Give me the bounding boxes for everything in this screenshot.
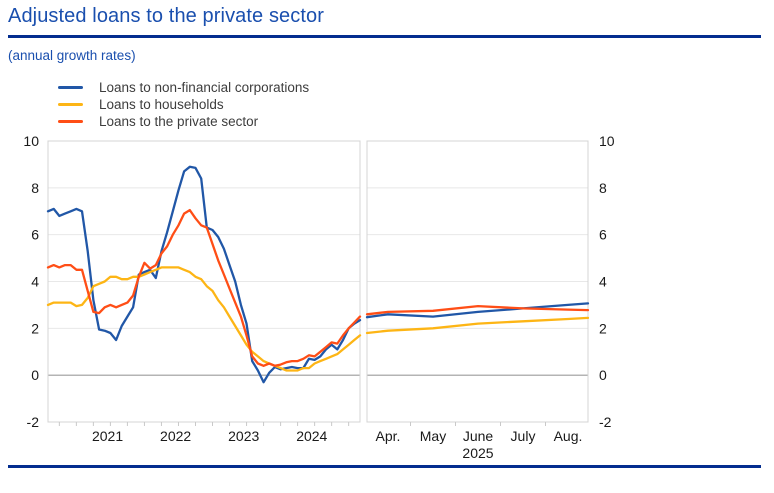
x-axis-year-label: 2024 bbox=[296, 428, 327, 444]
legend-item-households: Loans to households bbox=[58, 96, 309, 113]
y-axis-label-right: 6 bbox=[599, 227, 607, 243]
x-axis-month-label: Apr. bbox=[376, 428, 401, 444]
page-title: Adjusted loans to the private sector bbox=[8, 5, 325, 27]
legend-item-private-sector: Loans to the private sector bbox=[58, 113, 309, 130]
y-axis-label-left: 8 bbox=[31, 180, 39, 196]
y-axis-label-right: 4 bbox=[599, 274, 607, 290]
series-line-households-history bbox=[46, 266, 362, 372]
right-panel-border bbox=[366, 140, 589, 423]
series-line-nfc-history bbox=[46, 165, 362, 384]
y-axis-label-right: 10 bbox=[599, 133, 615, 149]
series-line-households-recent bbox=[365, 316, 590, 335]
legend-label-private-sector: Loans to the private sector bbox=[99, 114, 259, 129]
x-axis-month-label: May bbox=[420, 428, 446, 444]
series-line-private_sector-recent bbox=[365, 304, 590, 316]
y-axis-label-left: 2 bbox=[31, 320, 39, 336]
y-axis-label-left: 0 bbox=[31, 367, 39, 383]
x-axis-year-label: 2022 bbox=[160, 428, 191, 444]
legend-line-swatch-orange bbox=[58, 120, 83, 123]
x-axis-year-label: 2023 bbox=[228, 428, 259, 444]
x-axis-year-label: 2021 bbox=[92, 428, 123, 444]
y-axis-label-left: 6 bbox=[31, 227, 39, 243]
y-axis-label-right: 2 bbox=[599, 320, 607, 336]
legend-label-nfc: Loans to non-financial corporations bbox=[99, 80, 310, 95]
series-line-private_sector-history bbox=[46, 208, 362, 367]
y-axis-label-right: -2 bbox=[599, 414, 612, 430]
title-divider-rule bbox=[8, 35, 761, 38]
chart-subtitle: (annual growth rates) bbox=[8, 48, 136, 63]
footer-divider-rule bbox=[8, 465, 761, 468]
x-axis-year-label: 2025 bbox=[462, 445, 493, 461]
x-axis-month-label: June bbox=[463, 428, 494, 444]
legend-line-swatch-yellow bbox=[58, 103, 83, 106]
legend-item-nfc: Loans to non-financial corporations bbox=[58, 79, 309, 96]
x-axis-month-label: July bbox=[511, 428, 536, 444]
series-line-nfc-recent bbox=[365, 302, 590, 319]
chart-legend: Loans to non-financial corporations Loan… bbox=[58, 79, 309, 130]
y-axis-label-left: 4 bbox=[31, 274, 39, 290]
y-axis-label-left: -2 bbox=[27, 414, 40, 430]
left-panel-border bbox=[47, 140, 361, 423]
legend-label-households: Loans to households bbox=[99, 97, 224, 112]
y-axis-label-right: 0 bbox=[599, 367, 607, 383]
x-axis-month-label: Aug. bbox=[554, 428, 583, 444]
legend-line-swatch-blue bbox=[58, 86, 83, 89]
y-axis-label-right: 8 bbox=[599, 180, 607, 196]
y-axis-label-left: 10 bbox=[23, 133, 39, 149]
